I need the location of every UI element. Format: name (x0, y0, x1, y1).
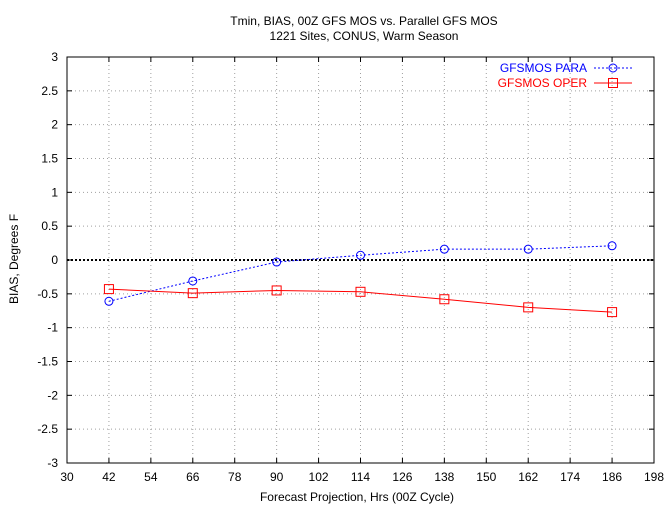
series-gfsmos-para (104, 241, 617, 306)
y-tick-label: 2 (51, 118, 58, 132)
data-point (356, 250, 365, 260)
x-tick-label: 138 (434, 470, 454, 484)
y-tick-label: -0.5 (37, 287, 58, 301)
series-line (108, 288, 613, 313)
y-tick-label: 2.5 (41, 84, 58, 98)
data-point (103, 284, 114, 295)
x-tick-label: 90 (270, 470, 284, 484)
data-point (355, 286, 366, 297)
x-tick-label: 174 (560, 470, 580, 484)
x-tick-label: 78 (228, 470, 242, 484)
x-tick-label: 54 (144, 470, 158, 484)
data-point (439, 294, 450, 305)
y-tick-label: 3 (51, 50, 58, 64)
x-axis: 30 42 54 66 78 90 102 114 126 138 150 162 174 186 198 (60, 57, 664, 484)
chart-subtitle: 1221 Sites, CONUS, Warm Season (270, 29, 459, 43)
data-point (607, 307, 618, 318)
y-axis-label: BIAS, Degrees F (7, 214, 21, 304)
y-tick-label: -1 (47, 321, 58, 335)
y-axis: -3 -2.5 -2 -1.5 -1 -0.5 0 0.5 1 1.5 2 2.5 3 (37, 50, 654, 470)
x-tick-label: 162 (518, 470, 538, 484)
x-tick-label: 150 (476, 470, 496, 484)
x-tick-label: 42 (102, 470, 116, 484)
x-tick-label: 198 (644, 470, 664, 484)
series-gfsmos-oper (103, 284, 618, 318)
series-layer (103, 241, 618, 318)
data-point (523, 244, 533, 254)
data-point (271, 285, 282, 296)
x-tick-label: 186 (602, 470, 622, 484)
series-line (108, 245, 613, 302)
data-point (607, 241, 617, 251)
data-point (104, 296, 114, 306)
legend-label: GFSMOS PARA (500, 61, 587, 75)
y-tick-label: -1.5 (37, 355, 58, 369)
y-tick-label: 0 (51, 253, 58, 267)
data-point (272, 257, 282, 267)
data-point (439, 244, 449, 254)
x-tick-label: 102 (309, 470, 329, 484)
data-point (187, 288, 198, 299)
y-tick-label: -3 (47, 456, 58, 470)
y-tick-label: 1 (51, 185, 58, 199)
x-tick-label: 114 (351, 470, 370, 484)
x-axis-label: Forecast Projection, Hrs (00Z Cycle) (260, 490, 454, 504)
legend-marker (608, 78, 618, 88)
y-tick-label: 0.5 (41, 219, 58, 233)
legend-label: GFSMOS OPER (498, 76, 588, 90)
data-point (188, 276, 198, 286)
legend-marker (608, 63, 618, 73)
y-tick-label: -2.5 (37, 422, 58, 436)
y-tick-label: 1.5 (41, 152, 58, 166)
y-tick-label: -2 (47, 388, 58, 402)
x-tick-label: 126 (392, 470, 412, 484)
x-tick-label: 30 (60, 470, 74, 484)
data-point (523, 302, 534, 313)
x-tick-label: 66 (186, 470, 200, 484)
chart-title: Tmin, BIAS, 00Z GFS MOS vs. Parallel GFS… (230, 14, 497, 28)
